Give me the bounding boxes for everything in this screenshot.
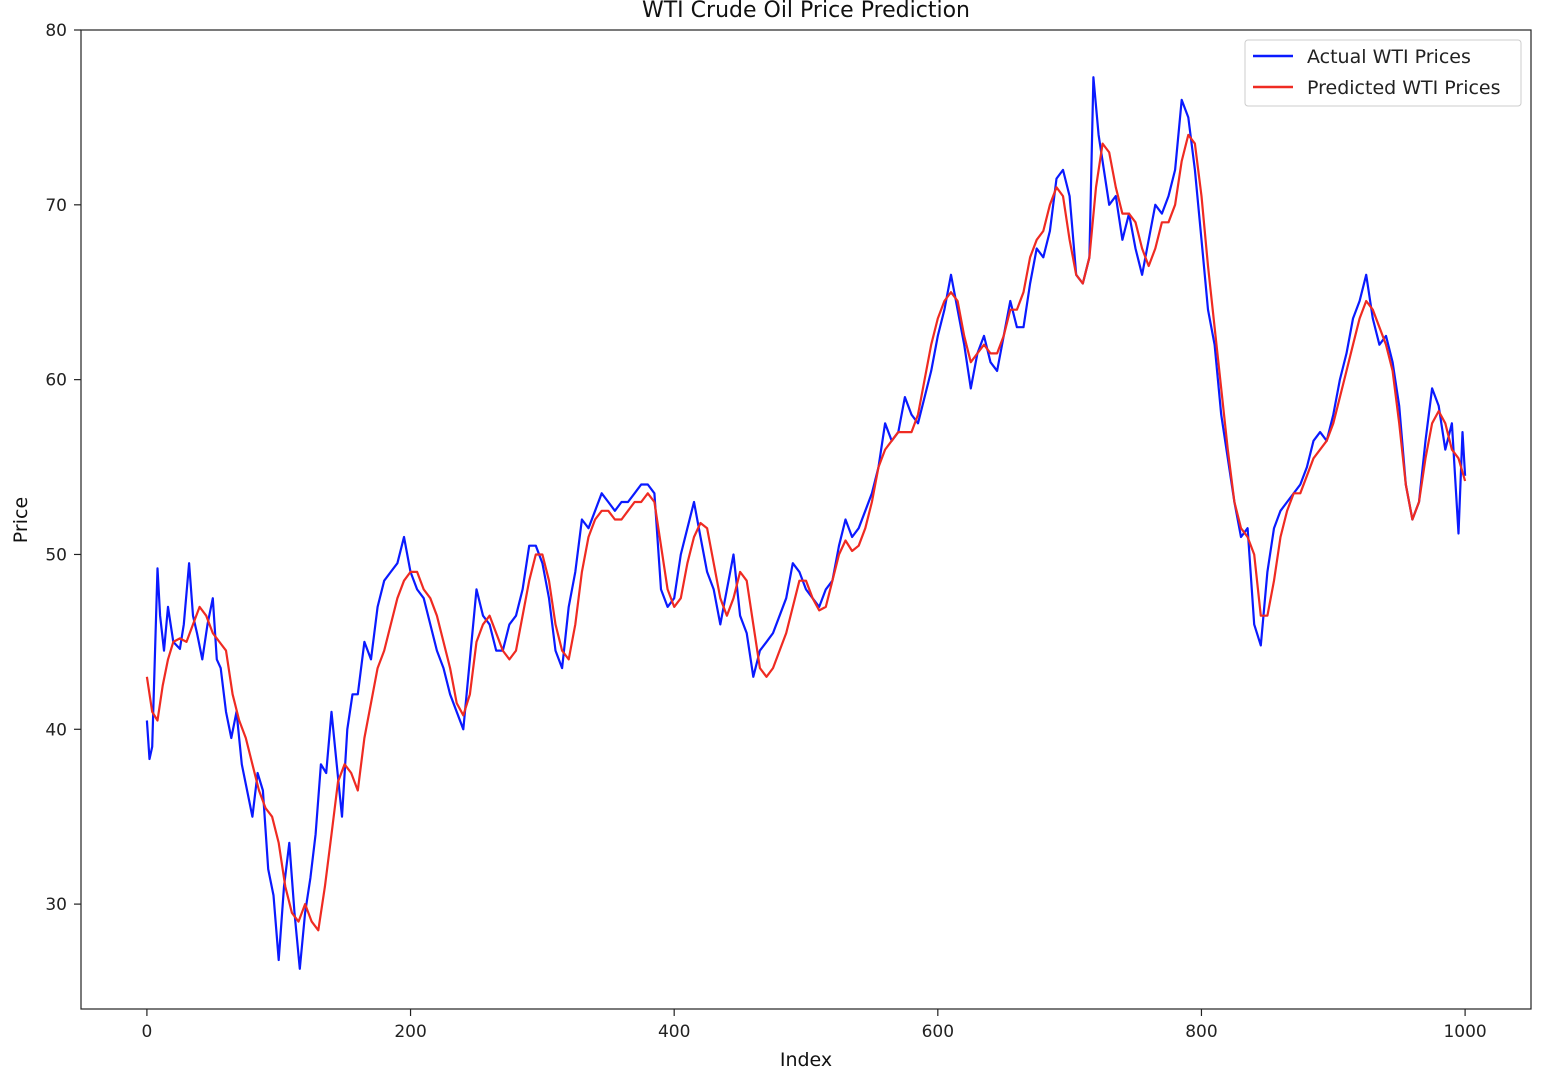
series-line-predicted [145, 133, 1467, 932]
legend-label-actual: Actual WTI Prices [1307, 46, 1471, 68]
y-tick-label: 60 [45, 371, 67, 391]
legend: Actual WTI Prices Predicted WTI Prices [1244, 39, 1522, 107]
y-tick-label: 50 [45, 545, 67, 565]
legend-label-predicted: Predicted WTI Prices [1307, 77, 1501, 99]
plot-area-frame [80, 29, 1532, 1010]
legend-box [1244, 39, 1522, 107]
x-axis-label: Index [780, 1049, 832, 1071]
y-axis-label: Price [10, 497, 32, 543]
x-tick-label: 800 [1185, 1022, 1217, 1042]
x-tick-label: 200 [394, 1022, 426, 1042]
x-tick-label: 0 [141, 1022, 152, 1042]
x-axis-ticks: 0 200 400 600 800 1000 [141, 1009, 1487, 1042]
y-axis-ticks: 30 40 50 60 70 80 [45, 21, 81, 915]
y-tick-label: 80 [45, 21, 67, 41]
y-tick-label: 30 [45, 895, 67, 915]
x-tick-label: 1000 [1443, 1022, 1486, 1042]
y-tick-label: 70 [45, 196, 67, 216]
chart-title: WTI Crude Oil Price Prediction [642, 0, 970, 23]
x-tick-label: 600 [922, 1022, 954, 1042]
y-tick-label: 40 [45, 720, 67, 740]
x-tick-label: 400 [658, 1022, 690, 1042]
series-layer [145, 76, 1467, 970]
